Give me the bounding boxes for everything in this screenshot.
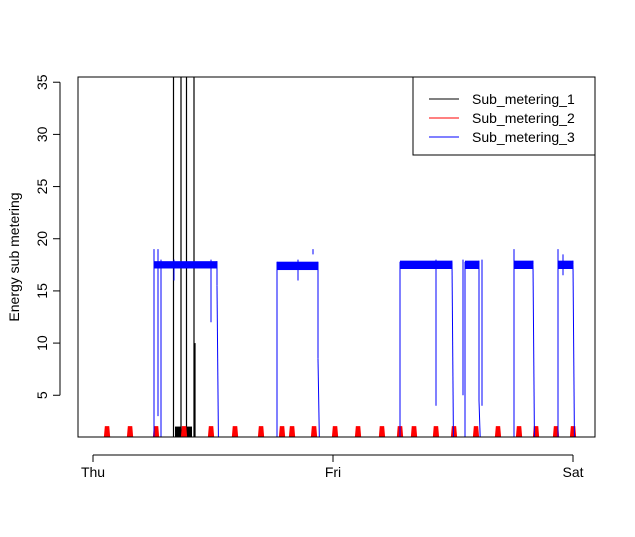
sub-metering-3-band [154,261,217,269]
x-tick-label: Fri [325,464,341,480]
sub-metering-2-pulse [231,426,239,437]
legend-label: Sub_metering_1 [472,91,575,107]
legend-box [412,76,596,156]
y-tick-label: 25 [34,179,50,195]
sub-metering-2-pulse [410,426,418,437]
sub-metering-2-pulse [126,426,134,437]
legend-label: Sub_metering_2 [472,110,575,126]
series-sub-metering-3 [153,249,575,437]
sub-metering-2-pulse [354,426,362,437]
sub-metering-3-fall [317,358,320,437]
y-tick-label: 20 [34,231,50,247]
sub-metering-1-line [175,436,459,437]
sub-metering-2-pulse [472,426,480,437]
plot-area [103,77,577,437]
y-tick-label: 15 [34,283,50,299]
sub-metering-3-fall [451,261,454,437]
sub-metering-2-pulse [378,426,386,437]
legend: Sub_metering_1 Sub_metering_2 Sub_metering… [412,76,596,156]
sub-metering-2-pulse [278,426,286,437]
sub-metering-3-fall [572,264,575,437]
y-axis-label: Energy sub metering [6,192,22,321]
x-tick-label: Sat [562,464,583,480]
sub-metering-1-block [185,426,192,437]
sub-metering-3-band [514,260,533,269]
sub-metering-1-block [175,426,181,437]
y-tick-label: 10 [34,335,50,351]
series-sub-metering-1 [172,77,459,437]
sub-metering-3-fall [216,285,219,437]
axes: Thu Fri Sat 5 10 15 20 25 30 35 [34,74,584,480]
sub-metering-2-pulse [103,426,111,437]
sub-metering-2-pulse [310,426,318,437]
sub-metering-2-pulse [180,426,188,437]
series-sub-metering-2 [103,426,577,437]
sub-metering-2-pulse [257,426,265,437]
sub-metering-2-pulse [494,426,502,437]
y-tick-label: 5 [34,391,50,399]
sub-metering-3-band [400,260,452,269]
sub-metering-2-pulse [288,426,296,437]
sub-metering-2-pulse [432,426,440,437]
sub-metering-3-fall [532,264,535,437]
sub-metering-2-pulse [331,426,339,437]
legend-label: Sub_metering_3 [472,129,575,145]
sub-metering-2-pulse [207,426,215,437]
y-tick-label: 35 [34,74,50,90]
sub-metering-2-pulse [515,426,523,437]
x-tick-label: Thu [81,464,105,480]
sub-metering-3-band [465,260,479,269]
sub-metering-3-fall [478,400,481,437]
y-tick-label: 30 [34,126,50,142]
plot-frame [77,76,596,438]
sub-metering-2-pulse [450,426,458,437]
sub-metering-3-band [558,260,573,269]
